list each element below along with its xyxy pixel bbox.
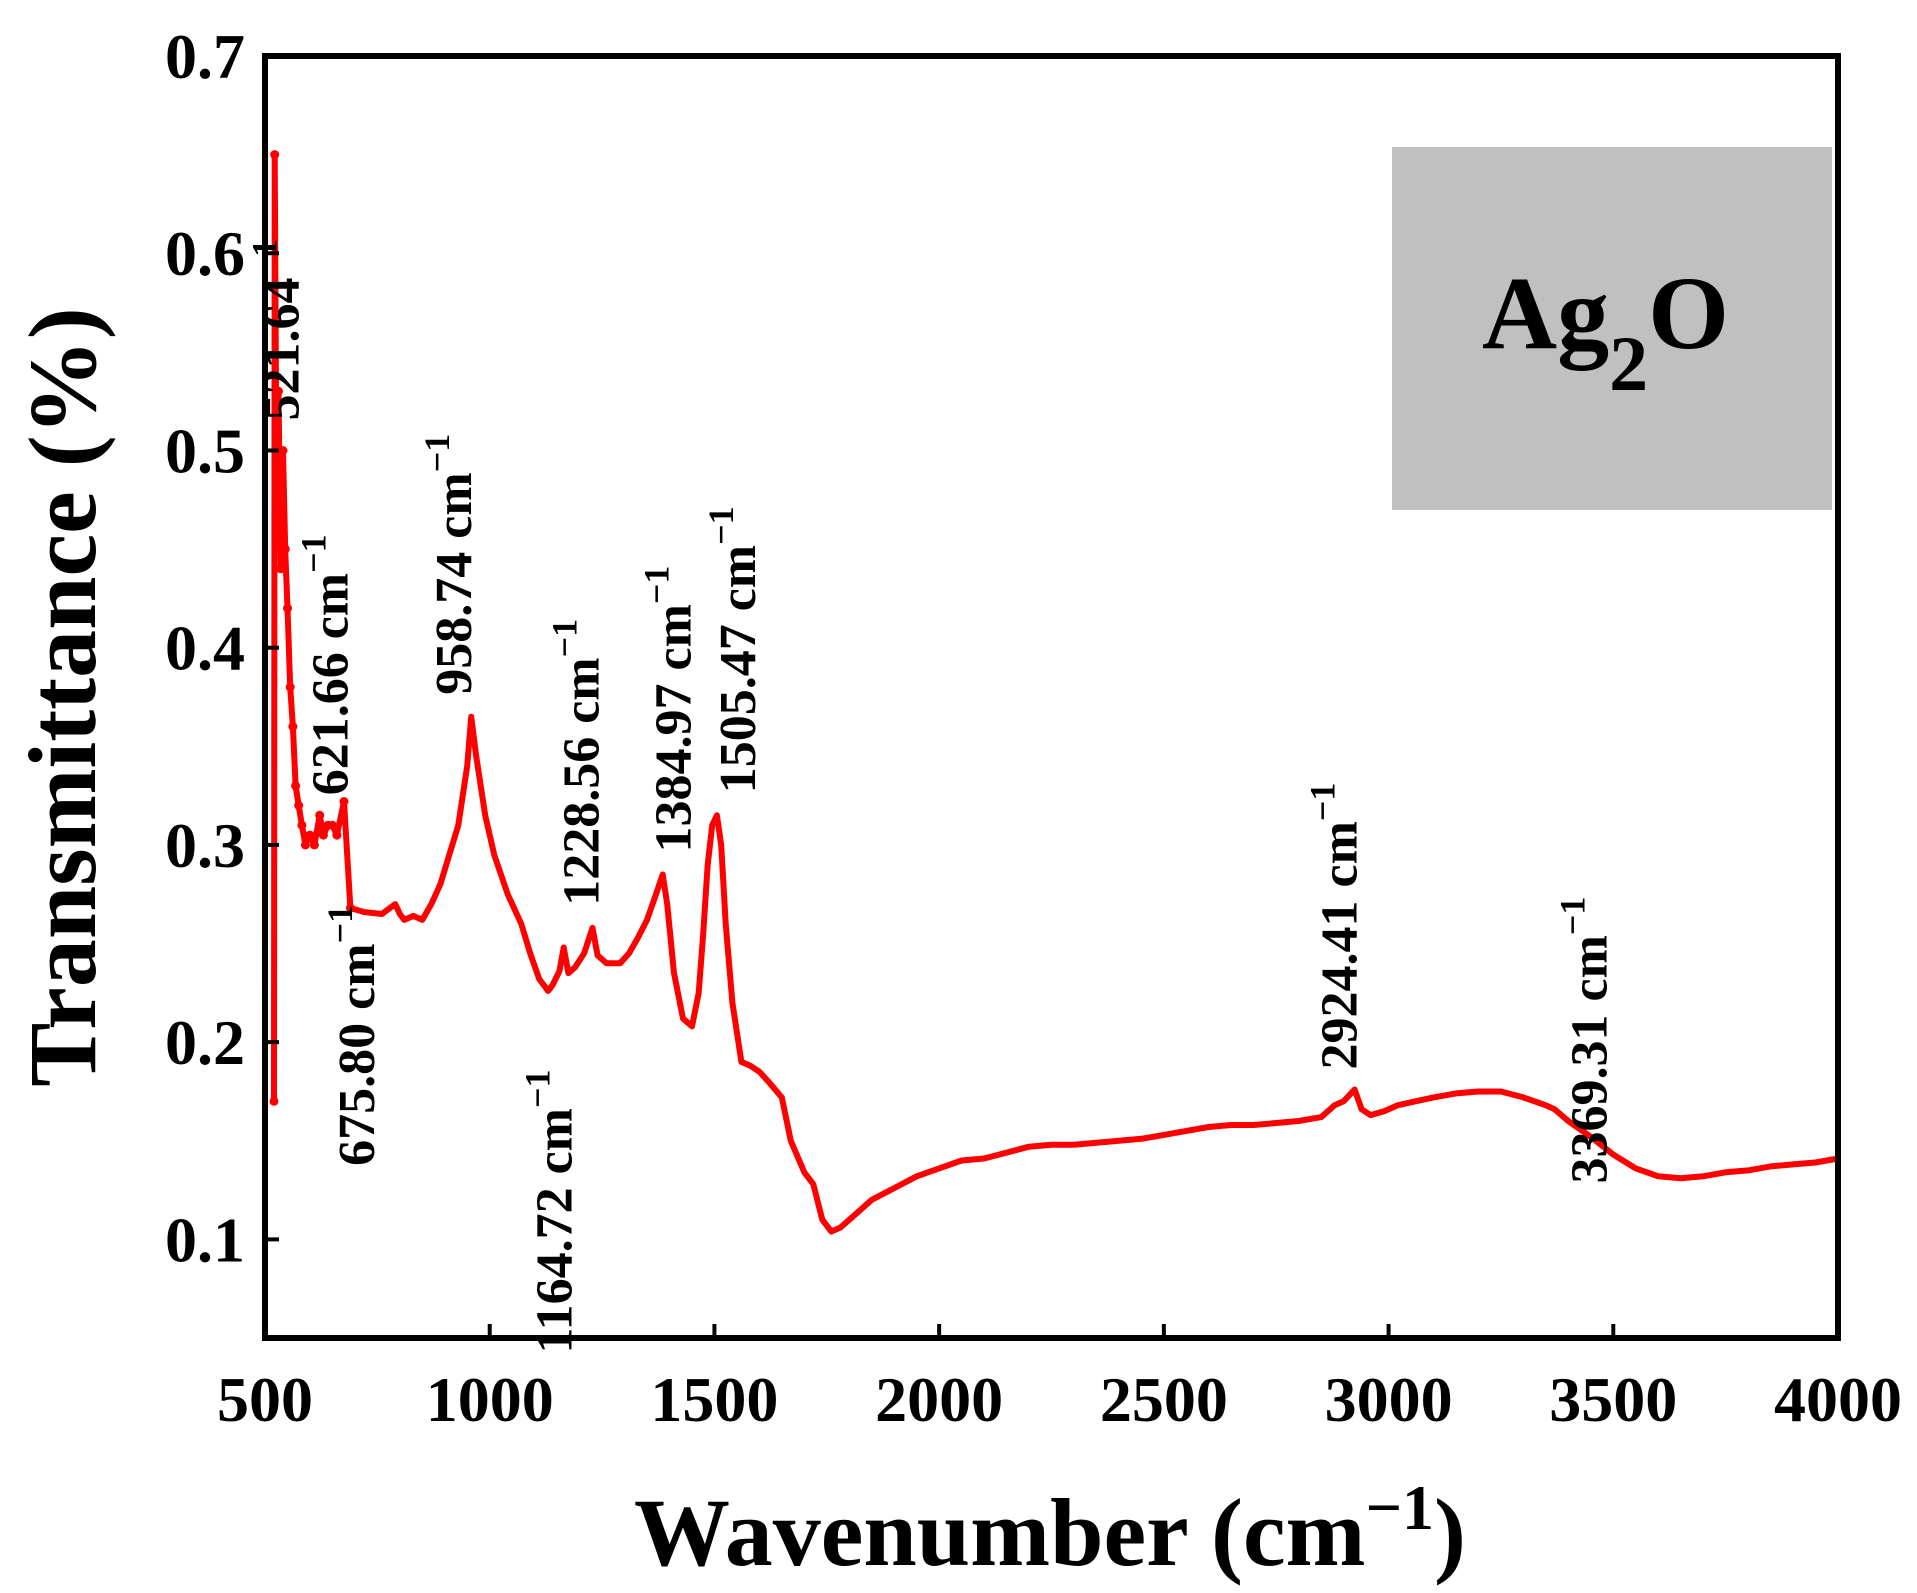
peak-label-text: 958.74 cm bbox=[426, 472, 483, 694]
data-point bbox=[327, 820, 337, 830]
legend: Ag2O bbox=[1392, 147, 1832, 510]
x-tick-label: 4000 bbox=[1774, 1364, 1902, 1435]
x-tick-label: 1000 bbox=[426, 1364, 554, 1435]
legend-box bbox=[1392, 147, 1832, 510]
y-axis-title: Transmittance (%) bbox=[9, 307, 116, 1086]
x-tick-label: 2000 bbox=[875, 1364, 1003, 1435]
x-tick-label: 3000 bbox=[1325, 1364, 1453, 1435]
x-axis-title-text: Wavenumber (cm bbox=[634, 1479, 1365, 1586]
data-point bbox=[297, 820, 307, 830]
peak-label-sup: −1 bbox=[320, 905, 360, 944]
data-point bbox=[276, 564, 286, 574]
legend-label-sub: 2 bbox=[1609, 320, 1648, 407]
peak-label: 2924.41 cm−1 bbox=[1303, 783, 1369, 1070]
y-tick-label: 0.7 bbox=[165, 21, 245, 92]
data-point bbox=[285, 682, 295, 692]
legend-label: Ag2O bbox=[1482, 256, 1729, 407]
data-point bbox=[318, 830, 328, 840]
series-line bbox=[271, 151, 1841, 1235]
x-axis-title-sup: −1 bbox=[1366, 1472, 1434, 1543]
data-point bbox=[300, 840, 310, 850]
x-tick-label: 500 bbox=[217, 1364, 313, 1435]
peak-label: 1384.97 cm−1 bbox=[637, 566, 703, 853]
peak-label: 675.80 cm−1 bbox=[320, 905, 386, 1166]
data-point bbox=[274, 386, 283, 396]
peak-label: 621.66 cm−1 bbox=[294, 534, 360, 795]
peak-label: 1228.56 cm−1 bbox=[544, 619, 610, 906]
x-axis-title: Wavenumber (cm−1) bbox=[634, 1472, 1466, 1586]
data-point bbox=[280, 544, 290, 554]
data-point bbox=[332, 830, 342, 840]
plot-frame bbox=[262, 53, 1841, 1341]
peak-label-text: 1505.47 cm bbox=[710, 545, 767, 793]
data-point bbox=[291, 781, 301, 791]
peak-label-sup: −1 bbox=[1303, 783, 1343, 822]
data-point bbox=[309, 840, 319, 850]
data-point bbox=[315, 810, 325, 820]
peak-label-text: 1384.97 cm bbox=[646, 604, 703, 852]
peak-label-text: 1228.56 cm bbox=[553, 657, 610, 905]
peak-label-sup: −1 bbox=[518, 1070, 558, 1109]
peak-label: 521.64−1 bbox=[245, 239, 311, 421]
y-tick-label: 0.6 bbox=[165, 218, 245, 289]
data-point bbox=[288, 722, 298, 732]
peak-label-sup: −1 bbox=[1553, 897, 1593, 936]
x-tick-label: 2500 bbox=[1100, 1364, 1228, 1435]
legend-label-tail: O bbox=[1648, 256, 1729, 371]
data-point bbox=[339, 797, 349, 806]
data-point bbox=[283, 603, 292, 613]
data-point bbox=[305, 830, 315, 840]
data-point bbox=[294, 801, 304, 810]
data-point bbox=[271, 426, 281, 436]
y-tick-label: 0.5 bbox=[165, 415, 245, 486]
data-point bbox=[270, 150, 280, 160]
data-point bbox=[278, 446, 288, 455]
peak-label-text: 2924.41 cm bbox=[1312, 821, 1369, 1069]
data-point bbox=[269, 1096, 279, 1106]
peak-label-text: 1164.72 cm bbox=[527, 1108, 584, 1354]
peak-label-text: 675.80 cm bbox=[329, 943, 386, 1165]
x-tick-label: 3500 bbox=[1549, 1364, 1677, 1435]
peak-label: 1164.72 cm−1 bbox=[518, 1070, 584, 1354]
y-tick-label: 0.4 bbox=[165, 613, 245, 684]
y-tick-label: 0.1 bbox=[165, 1204, 245, 1275]
legend-label-base: Ag bbox=[1482, 256, 1609, 371]
peak-label-sup: −1 bbox=[637, 566, 677, 605]
series-layer bbox=[269, 150, 1841, 1235]
x-axis-title-close: ) bbox=[1434, 1479, 1466, 1586]
y-tick-label: 0.2 bbox=[165, 1007, 245, 1078]
data-point bbox=[345, 903, 355, 913]
peak-label: 958.74 cm−1 bbox=[417, 434, 483, 695]
y-tick-label: 0.3 bbox=[165, 810, 245, 881]
peak-label-sup: −1 bbox=[544, 619, 584, 658]
peak-label-text: 3369.31 cm bbox=[1562, 935, 1619, 1183]
peak-label: 3369.31 cm−1 bbox=[1553, 897, 1619, 1184]
peak-label-sup: −1 bbox=[701, 506, 741, 545]
peak-label-sup: −1 bbox=[417, 434, 457, 473]
peak-label: 1505.47 cm−1 bbox=[701, 506, 767, 793]
ticks: 500 1000 1500 2000 2500 3000 3500 4000 0.1 0.2 0.3… bbox=[165, 21, 1902, 1435]
peak-label-text: 621.66 cm bbox=[303, 573, 360, 795]
x-tick-label: 1500 bbox=[650, 1364, 778, 1435]
peak-label-sup: −1 bbox=[294, 534, 334, 573]
